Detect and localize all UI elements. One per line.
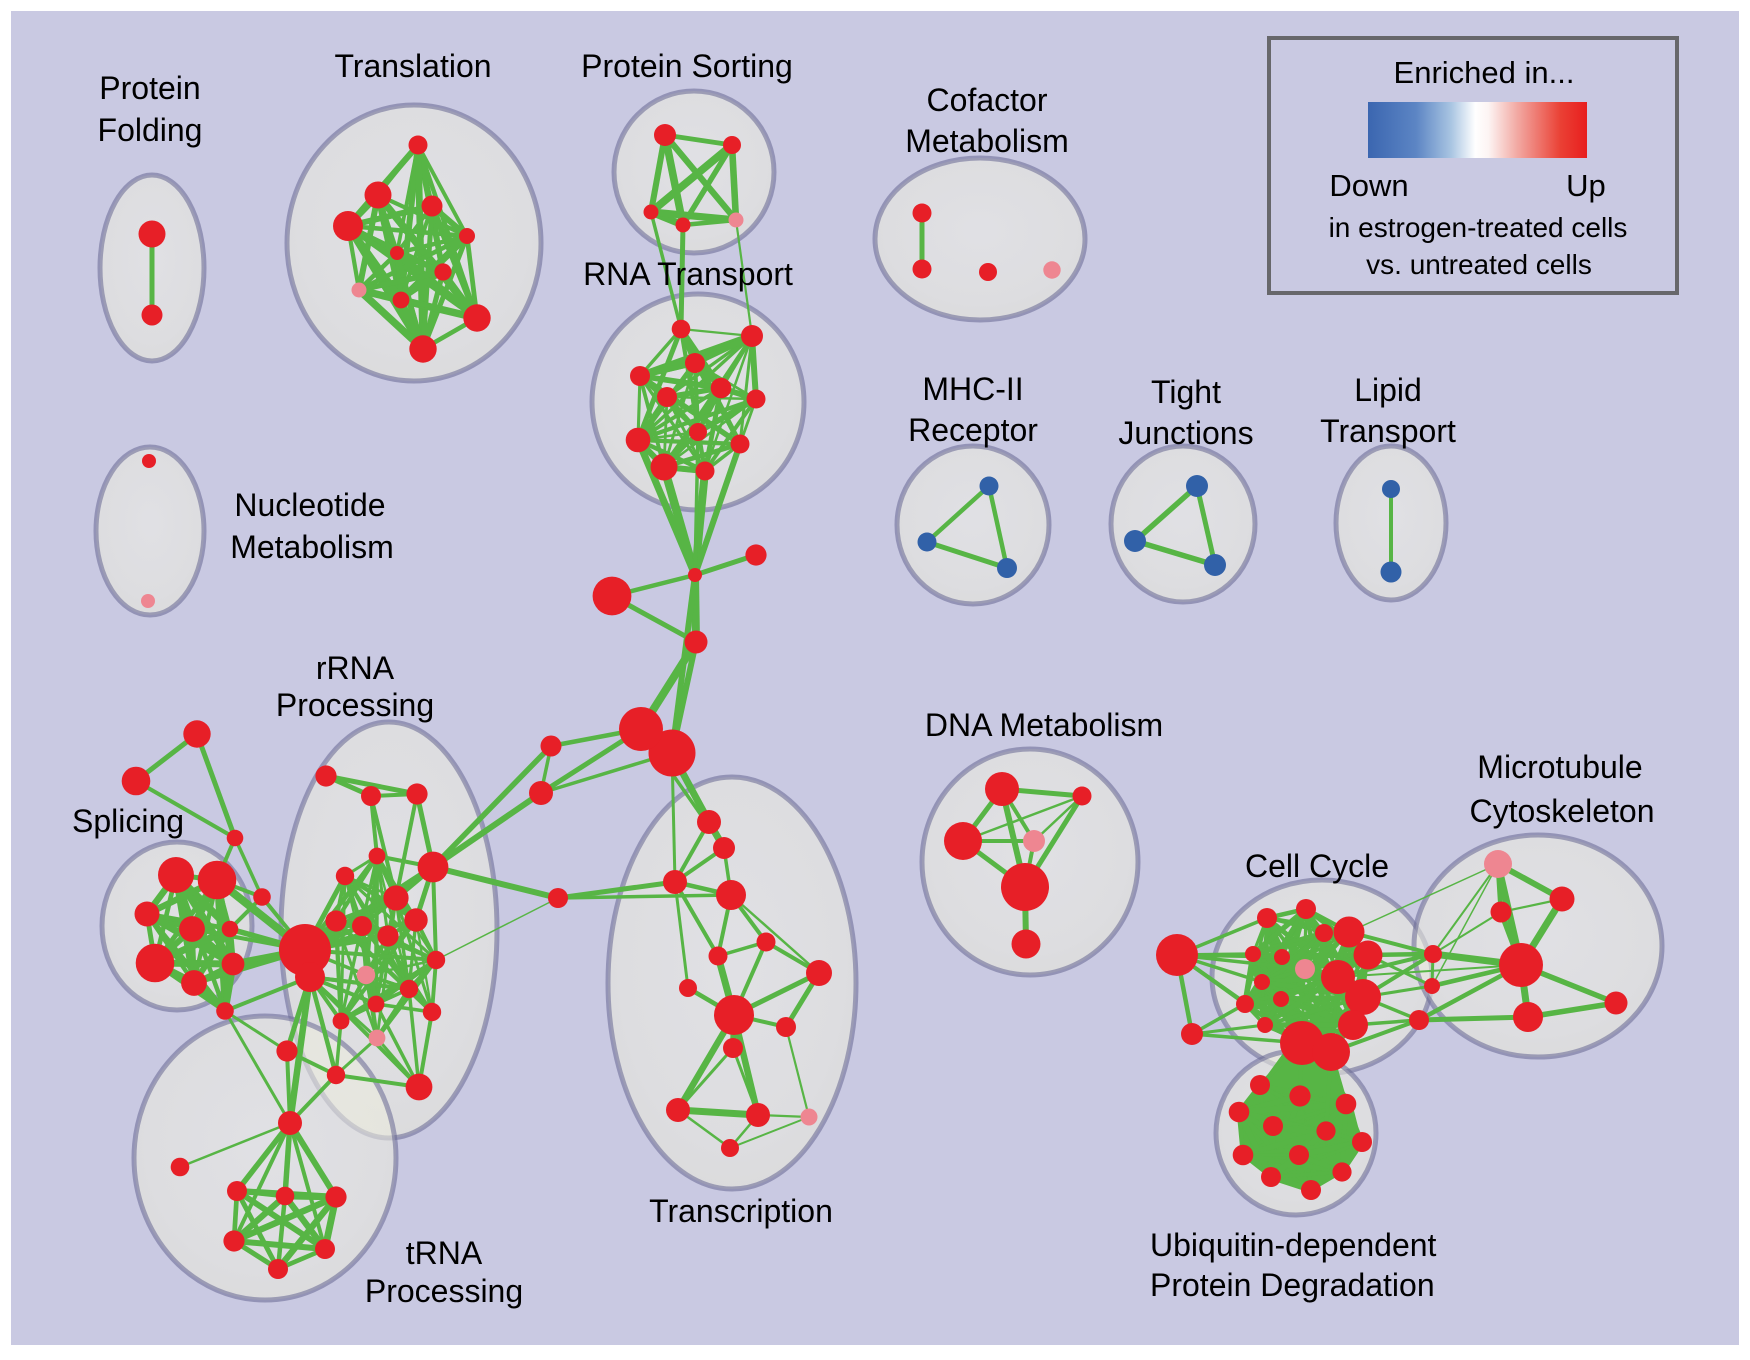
svg-text:tRNA: tRNA: [406, 1235, 483, 1271]
svg-text:Receptor: Receptor: [908, 412, 1038, 448]
svg-text:Cofactor: Cofactor: [927, 82, 1048, 118]
svg-text:Metabolism: Metabolism: [230, 529, 394, 565]
svg-text:Enriched in...: Enriched in...: [1394, 55, 1575, 90]
svg-text:Splicing: Splicing: [72, 803, 184, 839]
svg-text:in estrogen-treated cells: in estrogen-treated cells: [1329, 212, 1628, 243]
svg-text:MHC-II: MHC-II: [922, 371, 1023, 407]
svg-text:Nucleotide: Nucleotide: [234, 487, 385, 523]
svg-text:Down: Down: [1329, 168, 1408, 203]
svg-text:Processing: Processing: [365, 1273, 523, 1309]
svg-text:rRNA: rRNA: [316, 650, 395, 686]
svg-text:Lipid: Lipid: [1354, 372, 1422, 408]
svg-text:Processing: Processing: [276, 687, 434, 723]
svg-text:Protein: Protein: [99, 70, 200, 106]
svg-text:Junctions: Junctions: [1118, 415, 1253, 451]
svg-text:Tight: Tight: [1151, 374, 1221, 410]
svg-text:Microtubule: Microtubule: [1477, 749, 1642, 785]
svg-text:Protein Sorting: Protein Sorting: [581, 48, 793, 84]
svg-text:Protein Degradation: Protein Degradation: [1150, 1267, 1435, 1303]
svg-text:Ubiquitin-dependent: Ubiquitin-dependent: [1150, 1227, 1437, 1263]
svg-text:vs. untreated cells: vs. untreated cells: [1366, 249, 1592, 280]
svg-text:Up: Up: [1566, 168, 1606, 203]
svg-text:Cytoskeleton: Cytoskeleton: [1470, 793, 1655, 829]
svg-text:Translation: Translation: [334, 48, 491, 84]
svg-text:DNA Metabolism: DNA Metabolism: [925, 707, 1163, 743]
svg-text:Transcription: Transcription: [649, 1193, 833, 1229]
svg-text:Transport: Transport: [1320, 413, 1456, 449]
svg-text:Folding: Folding: [98, 112, 203, 148]
svg-text:Cell Cycle: Cell Cycle: [1245, 848, 1389, 884]
svg-text:RNA Transport: RNA Transport: [583, 256, 793, 292]
svg-text:Metabolism: Metabolism: [905, 123, 1069, 159]
